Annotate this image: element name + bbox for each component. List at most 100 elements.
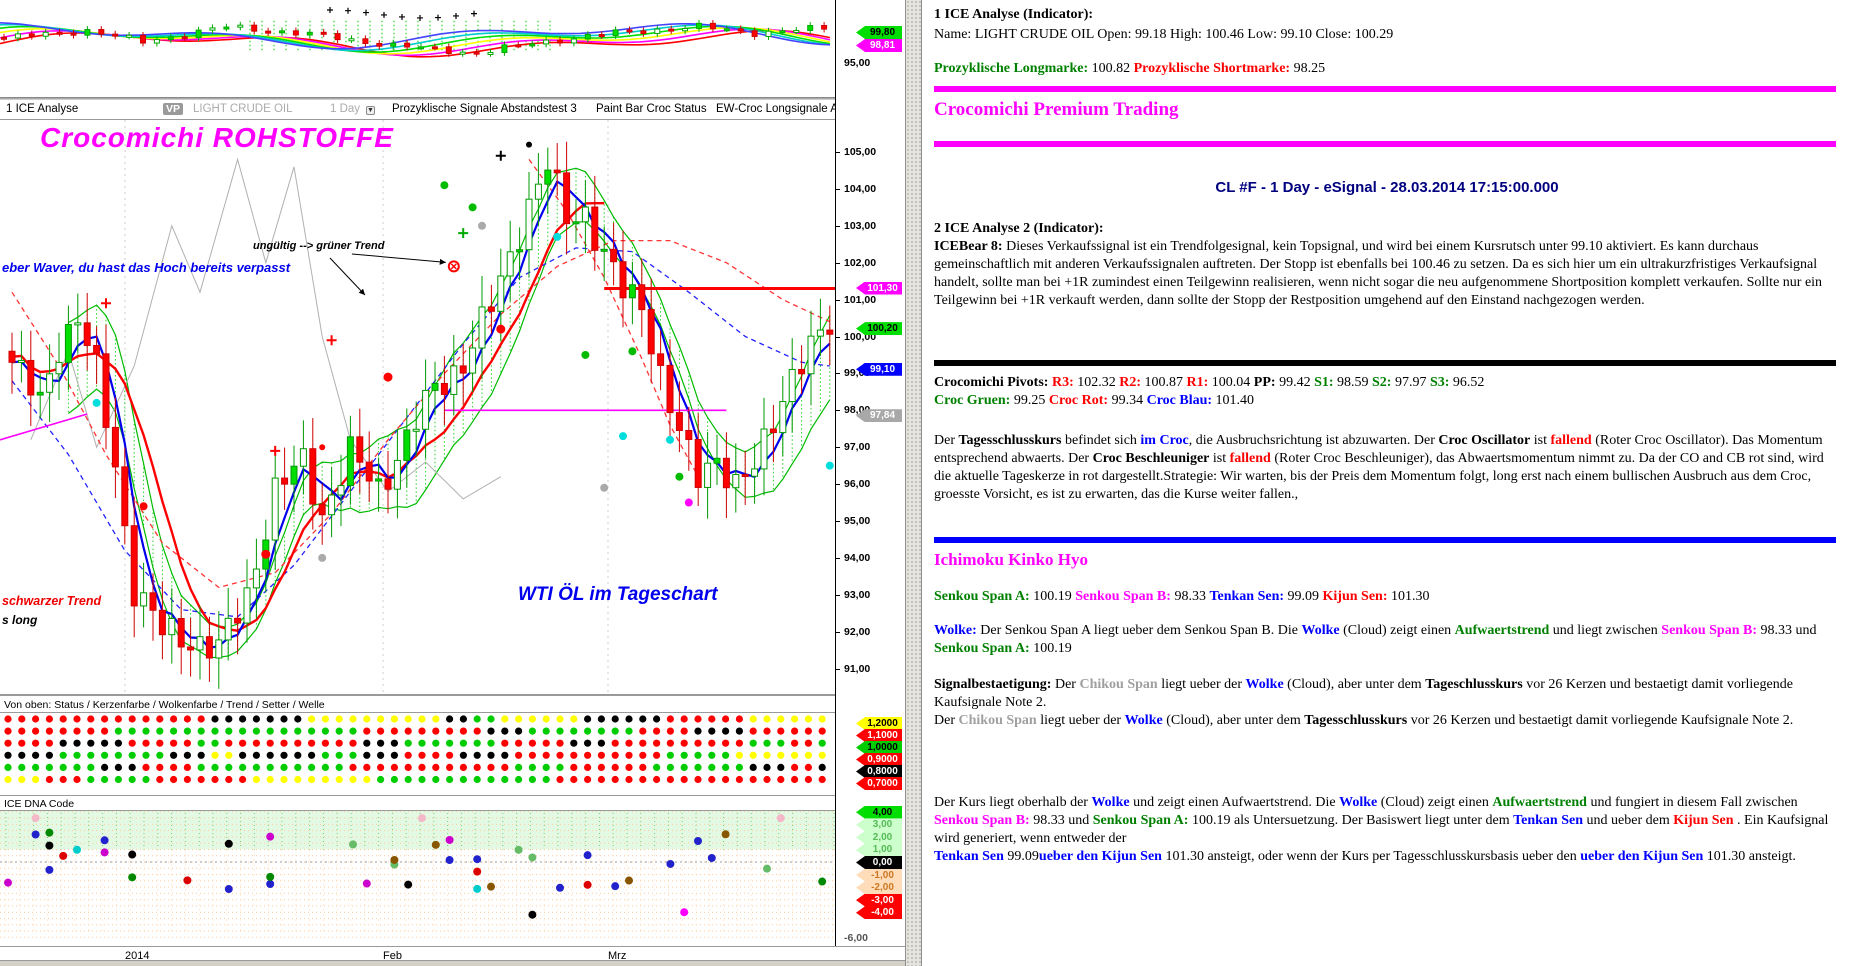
plot-border	[835, 0, 836, 946]
price-tick: 93,00	[844, 588, 871, 601]
time-tick: 2014	[125, 950, 150, 962]
study-title[interactable]: 1 ICE Analyse	[6, 103, 79, 115]
pivots-lines: Crocomichi Pivots: R3: 102.32 R2: 100.87…	[934, 375, 1485, 408]
premium-heading: Crocomichi Premium Trading	[934, 99, 1179, 120]
time-tick: Mrz	[608, 950, 627, 962]
divider	[0, 946, 905, 947]
long-note: s long	[2, 613, 38, 627]
vp-badge[interactable]: VP	[163, 103, 184, 115]
chart-column: 1 ICE Analyse VP LIGHT CRUDE OIL 1 Day ▼…	[0, 0, 905, 966]
magenta-rule	[934, 141, 1836, 147]
long-short-marks: Prozyklische Longmarke: 100.82 Prozyklis…	[934, 61, 1326, 76]
divider	[0, 97, 905, 100]
tick-mark	[836, 373, 840, 375]
divider	[0, 795, 905, 796]
price-tick: 95,00	[844, 515, 871, 527]
price-tick: 105,00	[844, 146, 877, 158]
period-label: 1 Day	[330, 103, 361, 115]
kurs-paragraph: Der Kurs liegt oberhalb der Wolke und ze…	[934, 795, 1829, 864]
price-flag: 4,00	[856, 805, 902, 819]
price-flag: 0,9000	[856, 753, 902, 766]
divider	[0, 810, 905, 811]
senkou-line: Senkou Span A: 100.19 Senkou Span B: 98.…	[934, 589, 1430, 604]
price-flag: 101,30	[856, 281, 902, 295]
waver-note: eber Waver, du hast das Hoch bereits ver…	[2, 260, 291, 275]
divider	[0, 119, 905, 120]
price-flag: 1,00	[856, 843, 902, 857]
tick-mark	[836, 188, 840, 190]
croc-paragraph: Der Tagesschlusskurs befindet sich im Cr…	[934, 433, 1824, 502]
analysis-panel: 1 ICE Analyse (Indicator): Name: LIGHT C…	[922, 0, 1852, 966]
tick-mark	[836, 299, 840, 301]
price-tick: 91,00	[844, 662, 871, 675]
black-trend-note: schwarzer Trend	[2, 594, 102, 608]
tick-mark	[836, 521, 840, 522]
price-flag: 100,20	[856, 322, 902, 336]
tick-mark	[836, 594, 840, 596]
chevron-down-icon: ▼	[366, 106, 375, 115]
price-tick: 103,00	[844, 219, 877, 232]
price-tick: 102,00	[844, 256, 877, 269]
icebear-paragraph: ICEBear 8: Dieses Verkaufssignal ist ein…	[934, 239, 1823, 308]
price-flag: 2,00	[856, 830, 902, 844]
divider	[0, 712, 905, 713]
price-flag: 98,81	[856, 39, 902, 52]
price-flag: -1,00	[856, 868, 902, 882]
indicator1-ohlc-line: Name: LIGHT CRUDE OIL Open: 99.18 High: …	[934, 27, 1394, 42]
dna-panel-header: ICE DNA Code	[4, 798, 75, 810]
price-flag: 1,2000	[856, 717, 902, 730]
price-axis[interactable]: 105,00 104,00 103,00 102,00 101,00 100,00 99,0…	[836, 0, 905, 946]
price-flag: -4,00	[856, 906, 902, 920]
signal-confirmation-paragraph: Signalbestaetigung: Der Chikou Span lieg…	[934, 677, 1794, 728]
signal-dots-canvas[interactable]	[0, 713, 835, 795]
ichimoku-heading: Ichimoku Kinko Hyo	[934, 550, 1088, 569]
price-flag: 3,00	[856, 818, 902, 832]
tick-mark	[836, 336, 840, 338]
price-tick: 101,00	[844, 293, 877, 306]
time-tick: Feb	[383, 950, 402, 962]
blue-rule	[934, 537, 1836, 543]
tick-mark	[836, 152, 840, 153]
horizontal-scrollbar[interactable]	[0, 960, 905, 966]
mini-chart-canvas[interactable]	[0, 0, 835, 97]
price-tick: 104,00	[844, 182, 877, 195]
indicator2-title: 2 ICE Analyse 2 (Indicator):	[934, 221, 1104, 236]
price-flag: 1,1000	[856, 729, 902, 742]
invalid-trend-note: ungültig --> grüner Trend	[253, 240, 385, 252]
price-tick: 95,00	[844, 57, 871, 69]
wti-note: WTI ÖL im Tageschart	[518, 584, 718, 605]
black-rule	[934, 360, 1836, 366]
price-flag: 97,84	[856, 409, 902, 423]
price-tick: -6,00	[844, 932, 868, 944]
period-dropdown[interactable]: ▼	[366, 103, 375, 117]
dots-panel-header: Von oben: Status / Kerzenfarbe / Wolkenf…	[4, 699, 325, 711]
session-title: CL #F - 1 Day - eSignal - 28.03.2014 17:…	[1215, 179, 1559, 196]
study-item-prozyklische[interactable]: Prozyklische Signale Abstandstest 3	[392, 103, 577, 115]
study-item-paintbar[interactable]: Paint Bar Croc Status	[596, 103, 707, 115]
tick-mark	[836, 668, 840, 670]
wolke-paragraph: Wolke: Der Senkou Span A liegt ueber dem…	[934, 623, 1817, 656]
price-flag: 0,8000	[856, 765, 902, 778]
price-flag: 99,80	[856, 26, 902, 39]
tick-mark	[836, 447, 840, 449]
price-flag: -3,00	[856, 893, 902, 907]
price-flag: 1,0000	[856, 741, 902, 754]
panel-splitter[interactable]	[905, 0, 922, 966]
price-tick: 97,00	[844, 441, 871, 454]
price-tick: 92,00	[844, 625, 871, 638]
tick-mark	[836, 410, 840, 412]
tick-mark	[836, 262, 840, 264]
tick-mark	[836, 631, 840, 633]
dna-canvas[interactable]	[0, 811, 835, 946]
price-tick: 94,00	[844, 551, 871, 564]
tick-mark	[836, 557, 840, 559]
price-flag: 0,7000	[856, 777, 902, 790]
chart-watermark-title: Crocomichi ROHSTOFFE	[40, 122, 394, 153]
tick-mark	[836, 484, 840, 486]
symbol-label: LIGHT CRUDE OIL	[193, 103, 293, 115]
divider	[0, 694, 905, 696]
main-chart-canvas[interactable]	[0, 120, 835, 694]
price-flag: -2,00	[856, 881, 902, 895]
price-flag: 0,00	[856, 856, 902, 869]
